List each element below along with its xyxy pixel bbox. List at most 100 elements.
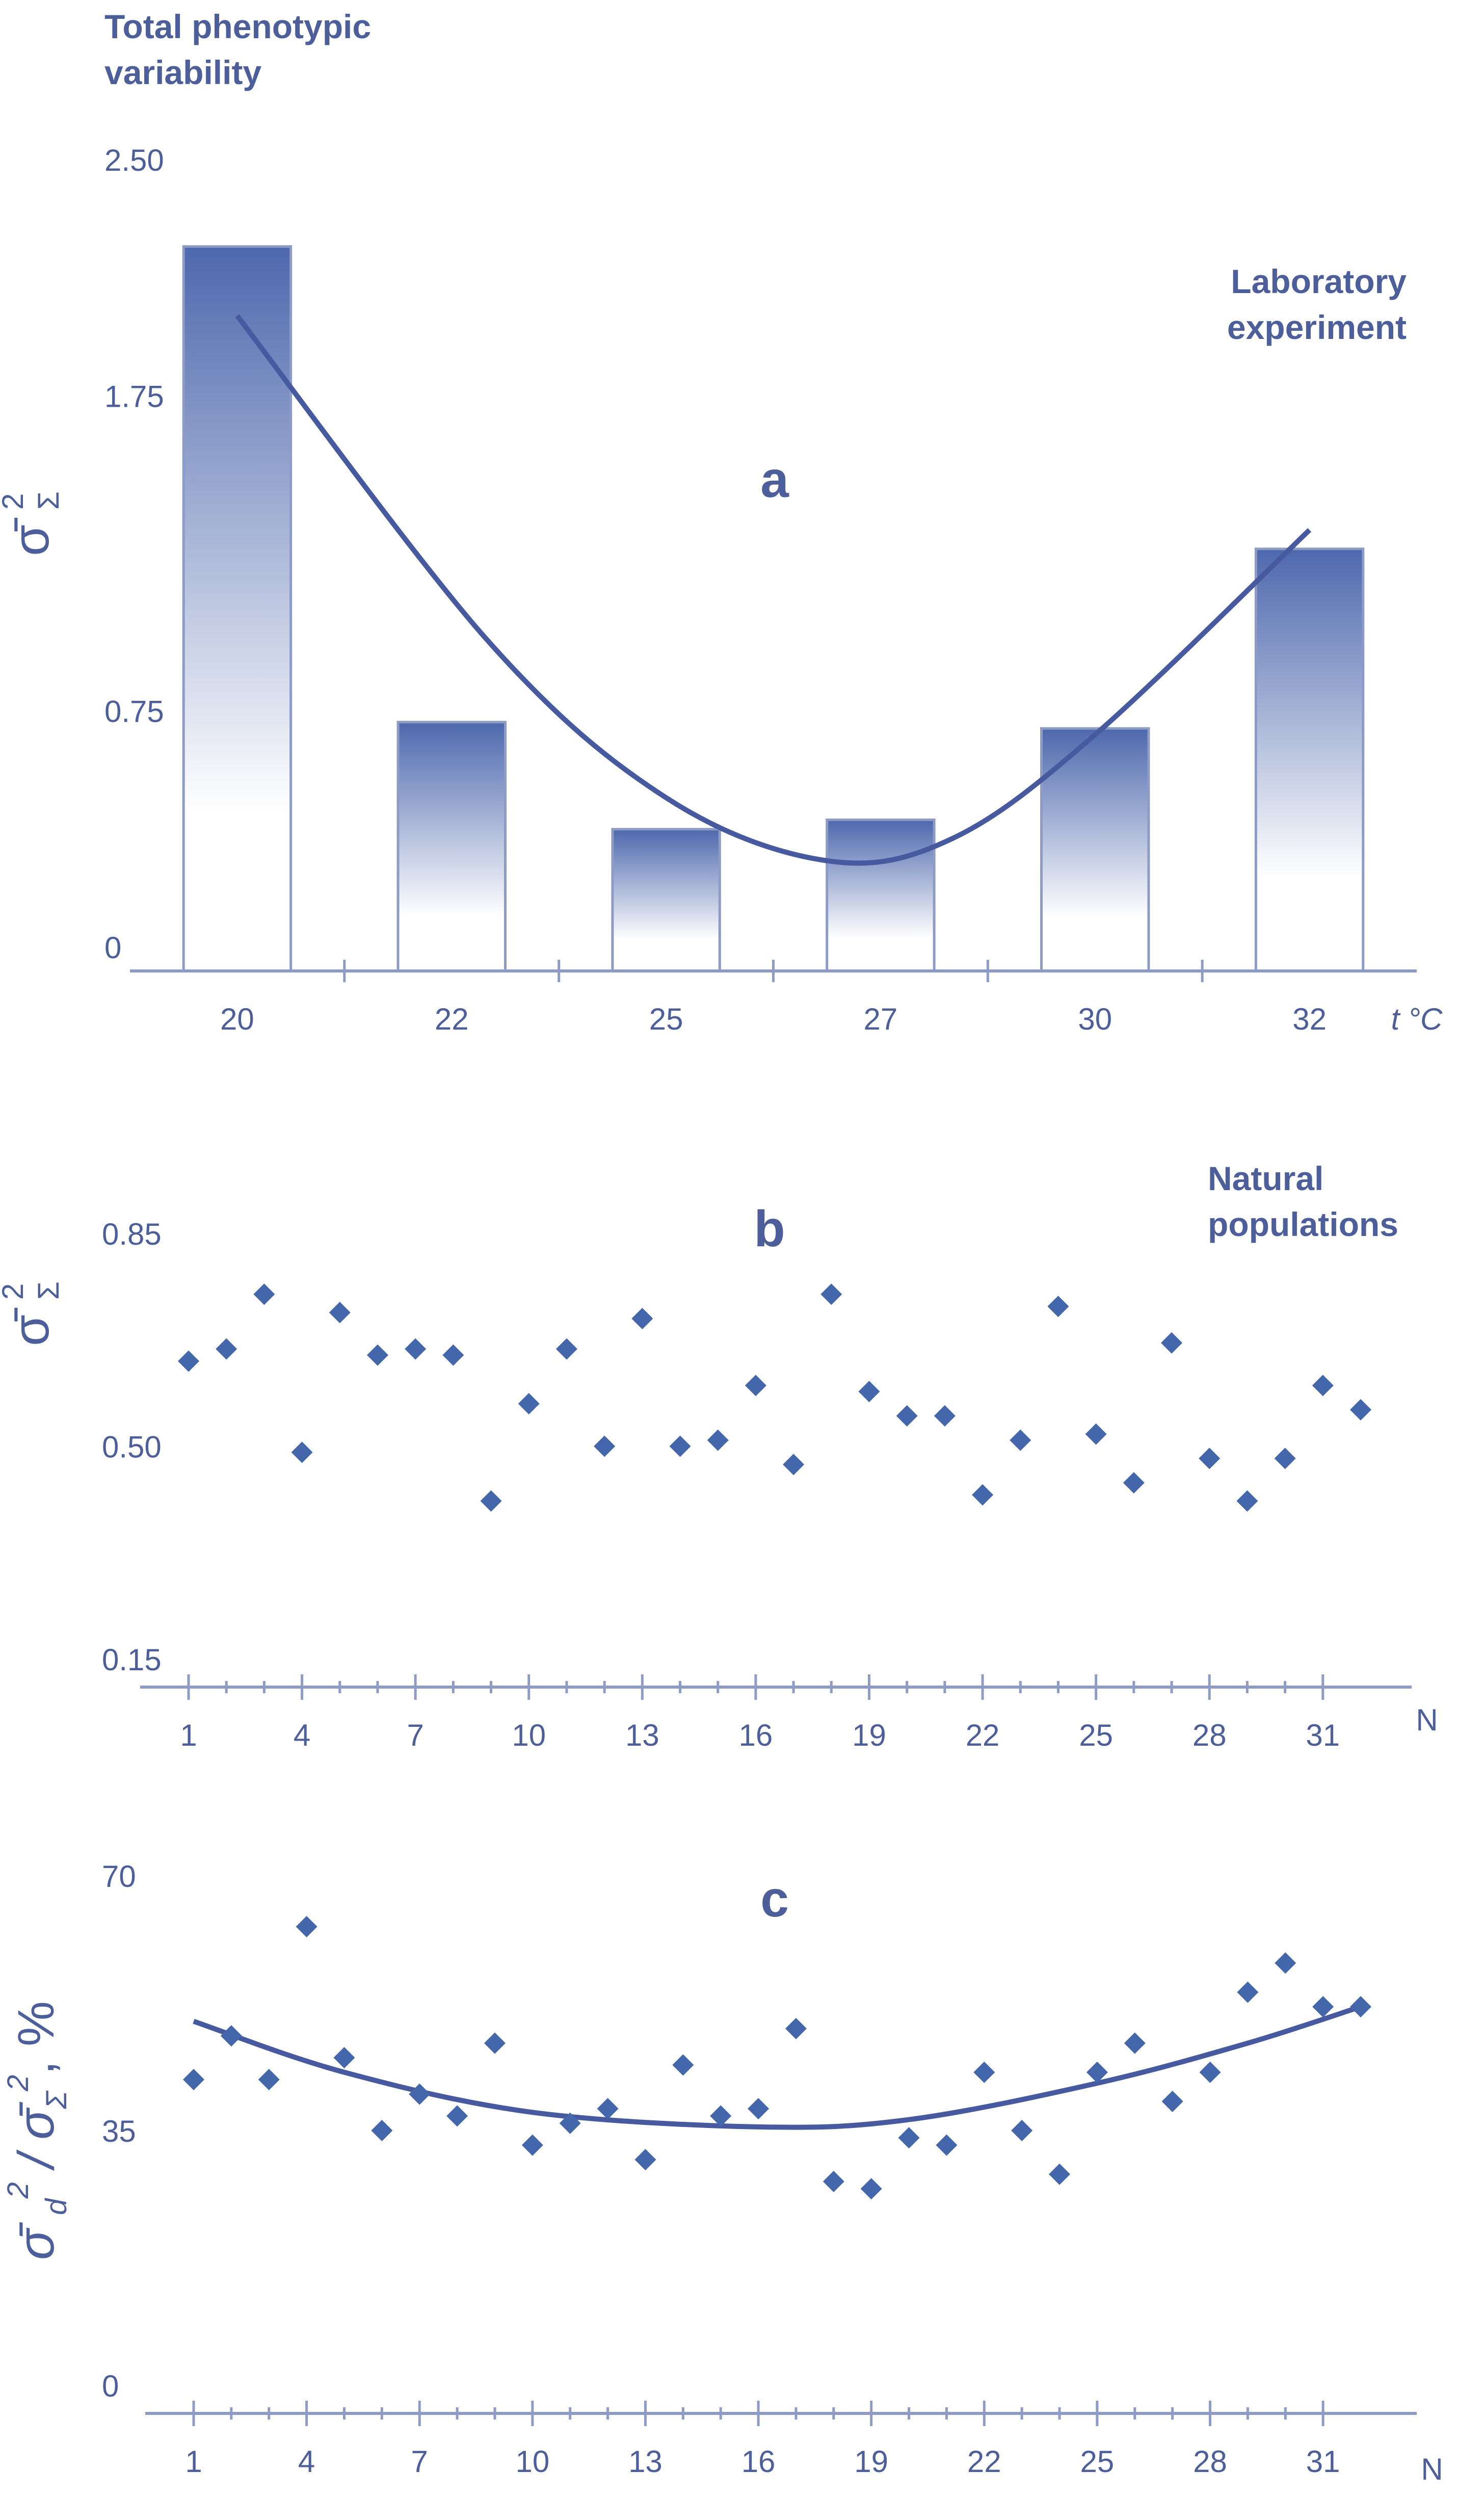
- panel-c-point-27: [1161, 2090, 1183, 2112]
- panel-b-xtick-label: 31: [1306, 1718, 1340, 1752]
- svg-text:σ̄ d2 / σ̄Σ2, %: σ̄ d2 / σ̄Σ2, %: [2, 2001, 73, 2260]
- panel-c-xtick-label: 31: [1306, 2445, 1340, 2479]
- panel-c-point-22: [973, 2061, 995, 2083]
- panel-c-xtick-label: 19: [854, 2445, 888, 2479]
- panel-c-point-15: [710, 2105, 732, 2127]
- panel-c-xtick-label: 7: [411, 2445, 428, 2479]
- panel-b-point-4: [291, 1441, 313, 1463]
- panel-c-point-11: [559, 2112, 581, 2134]
- panel-a-ytick-label: 0: [104, 931, 121, 965]
- panel-b-point-15: [707, 1429, 729, 1451]
- panel-a-annotation-line1: Laboratory: [1231, 262, 1407, 300]
- panel-b-point-19: [858, 1381, 880, 1403]
- panel-c-trend-curve: [193, 2004, 1362, 2130]
- panel-c-point-8: [446, 2105, 468, 2127]
- panel-c-point-13: [634, 2149, 656, 2171]
- panel-b-point-23: [1010, 1429, 1031, 1451]
- panel-c-point-29: [1237, 1981, 1259, 2003]
- panel-b-point-29: [1236, 1490, 1258, 1512]
- panel-b-point-32: [1350, 1399, 1371, 1421]
- panel-b-point-27: [1161, 1332, 1183, 1354]
- panel-c-point-25: [1086, 2061, 1108, 2083]
- panel-b-point-7: [405, 1338, 427, 1360]
- panel-c-ytick-label: 0: [102, 2369, 119, 2403]
- panel-b-point-24: [1047, 1296, 1069, 1318]
- panel-c-xtick-label: 13: [628, 2445, 662, 2479]
- panel-a-ytick-label: 0.75: [104, 695, 164, 729]
- panel-b-xtick-label: 25: [1079, 1718, 1113, 1752]
- panel-b-point-13: [631, 1308, 653, 1329]
- panel-a-annotation-line2: experiment: [1227, 308, 1407, 346]
- panel-c-point-19: [860, 2178, 882, 2200]
- panel-c-xtick-label: 22: [967, 2445, 1001, 2479]
- panel-b-point-31: [1312, 1375, 1334, 1397]
- panel-c-xtick-label: 1: [185, 2445, 202, 2479]
- panel-a-xtick-label: 20: [220, 1002, 254, 1036]
- panel-c-xtick-label: 25: [1080, 2445, 1115, 2479]
- panel-b-point-2: [216, 1338, 237, 1360]
- panel-c-ylabel: σ̄ d2 / σ̄Σ2, %: [2, 2001, 73, 2260]
- panel-c-point-31: [1312, 1996, 1334, 2018]
- panel-a-bar-30: [1040, 727, 1150, 972]
- panel-c-point-21: [936, 2134, 958, 2156]
- panel-c-point-6: [371, 2120, 393, 2141]
- panel-b-xtick-label: 10: [512, 1718, 546, 1752]
- panel-c-xtick-label: 28: [1193, 2445, 1227, 2479]
- panel-c-point-10: [521, 2134, 543, 2156]
- panel-b-xtick-label: 16: [739, 1718, 773, 1752]
- panel-c-point-16: [748, 2098, 770, 2120]
- panel-b-xtick-label: 1: [180, 1718, 197, 1752]
- panel-c-label: c: [760, 1871, 789, 1928]
- panel-a-xtick-label: 27: [864, 1002, 898, 1036]
- panel-a-ylabel: σ̄ Σ 2: [0, 491, 65, 556]
- panel-b-point-11: [555, 1338, 577, 1360]
- panel-c-ytick-label: 35: [102, 2114, 136, 2148]
- panel-b-point-18: [820, 1283, 842, 1305]
- svg-text:Σ: Σ: [32, 1281, 65, 1300]
- panel-a-xtick-label: 22: [435, 1002, 469, 1036]
- panel-b-xtick-label: 13: [625, 1718, 659, 1752]
- panel-a-ytick-label: 1.75: [104, 380, 164, 414]
- panel-b-point-5: [329, 1302, 351, 1324]
- svg-text:2: 2: [0, 1283, 30, 1300]
- panel-a-bar-25: [611, 828, 721, 972]
- svg-text:σ̄: σ̄: [3, 1307, 60, 1346]
- panel-a-xtick-label: 30: [1078, 1002, 1112, 1036]
- panel-b-xtick-label: 4: [294, 1718, 310, 1752]
- panel-c-point-3: [258, 2069, 280, 2090]
- panel-b-xtick-label: 7: [407, 1718, 423, 1752]
- panel-b-point-21: [934, 1405, 956, 1427]
- panel-b-scatter-chart: Natural populations b σ̄ Σ 2 0.85 0.50 0.1…: [0, 1160, 1438, 1752]
- panel-a-xtick-label: 25: [649, 1002, 683, 1036]
- panel-b-annotation-line2: populations: [1208, 1205, 1398, 1243]
- panel-c-point-1: [183, 2069, 204, 2090]
- panel-c-point-7: [409, 2083, 431, 2105]
- panel-b-point-8: [442, 1344, 464, 1366]
- panel-c-point-4: [296, 1916, 317, 1937]
- panel-c-ytick-label: 70: [102, 1859, 136, 1894]
- panel-b-point-9: [480, 1490, 502, 1512]
- panel-b-point-17: [783, 1454, 805, 1476]
- panel-b-point-12: [594, 1435, 616, 1457]
- panel-b-ytick-label: 0.50: [102, 1430, 162, 1464]
- panel-b-label: b: [754, 1200, 785, 1257]
- panel-c-point-28: [1199, 2061, 1221, 2083]
- panel-c-point-23: [1011, 2120, 1033, 2141]
- panel-c-point-24: [1049, 2163, 1071, 2185]
- panel-b-point-3: [253, 1283, 275, 1305]
- panel-c-xlabel: N: [1421, 2452, 1443, 2486]
- panel-c-point-14: [672, 2054, 694, 2076]
- panel-a-title-line1: Total phenotypic: [104, 8, 371, 45]
- panel-a-bar-chart: Total phenotypic variability Laboratory …: [0, 8, 1443, 1036]
- panel-c-point-17: [785, 2018, 807, 2039]
- panel-c-point-26: [1124, 2032, 1146, 2054]
- panel-b-point-28: [1199, 1448, 1221, 1469]
- panel-b-xtick-label: 22: [966, 1718, 1000, 1752]
- panel-a-bar-22: [396, 721, 507, 972]
- panel-c-point-30: [1275, 1952, 1296, 1974]
- panel-b-point-1: [178, 1350, 199, 1372]
- panel-b-point-25: [1085, 1423, 1107, 1445]
- panel-a-x-unit: t °C: [1391, 1002, 1443, 1036]
- panel-b-annotation-line1: Natural: [1208, 1160, 1323, 1197]
- panel-b-point-26: [1123, 1472, 1145, 1494]
